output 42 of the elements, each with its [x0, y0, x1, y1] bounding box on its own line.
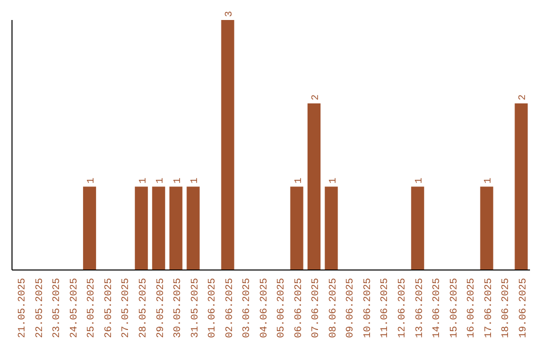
x-tick-label: 08.06.2025 — [328, 278, 340, 338]
x-tick-label: 18.06.2025 — [501, 278, 512, 338]
x-tick-label: 02.06.2025 — [224, 278, 236, 338]
x-tick-label: 13.06.2025 — [414, 278, 426, 338]
data-label: 3 — [224, 10, 236, 17]
x-tick-label: 26.05.2025 — [104, 278, 115, 338]
x-tick-label: 10.06.2025 — [362, 278, 374, 338]
data-label: 1 — [172, 178, 184, 184]
x-tick-label: 21.05.2025 — [18, 278, 29, 338]
x-tick-label: 24.05.2025 — [69, 278, 80, 338]
x-tick-label: 06.06.2025 — [294, 278, 305, 338]
x-tick-label: 16.06.2025 — [466, 278, 478, 338]
x-tick-label: 07.06.2025 — [311, 278, 322, 338]
data-label: 1 — [414, 178, 426, 184]
data-label: 1 — [156, 178, 167, 184]
x-tick-label: 12.06.2025 — [398, 278, 408, 338]
x-tick-label: 23.05.2025 — [52, 278, 64, 338]
data-label: 1 — [138, 178, 150, 184]
x-tick-label: 27.05.2025 — [121, 278, 132, 338]
x-tick-label: 30.05.2025 — [173, 278, 184, 338]
data-label: 1 — [484, 178, 495, 184]
x-tick-label: 28.05.2025 — [138, 278, 150, 338]
data-label: 1 — [86, 178, 98, 184]
x-tick-label: 05.06.2025 — [276, 278, 288, 338]
x-tick-label: 15.06.2025 — [449, 278, 460, 338]
data-label: 2 — [518, 94, 530, 100]
data-label: 1 — [294, 178, 305, 184]
x-tick-label: 25.05.2025 — [86, 278, 98, 338]
data-label: 1 — [190, 178, 202, 184]
x-tick-label: 31.05.2025 — [190, 278, 202, 338]
x-tick-label: 22.05.2025 — [34, 278, 46, 338]
x-tick-label: 11.06.2025 — [380, 278, 392, 338]
x-tick-label: 14.06.2025 — [432, 278, 444, 338]
data-label: 1 — [328, 178, 340, 184]
x-tick-label: 03.06.2025 — [242, 278, 254, 338]
x-tick-label: 09.06.2025 — [346, 278, 357, 338]
x-tick-label: 17.06.2025 — [484, 278, 495, 338]
x-tick-label: 01.06.2025 — [208, 278, 219, 338]
x-tick-label: 29.05.2025 — [156, 278, 167, 338]
data-label: 2 — [311, 94, 322, 100]
x-tick-label: 19.06.2025 — [518, 278, 530, 338]
x-tick-label: 04.06.2025 — [259, 278, 270, 338]
